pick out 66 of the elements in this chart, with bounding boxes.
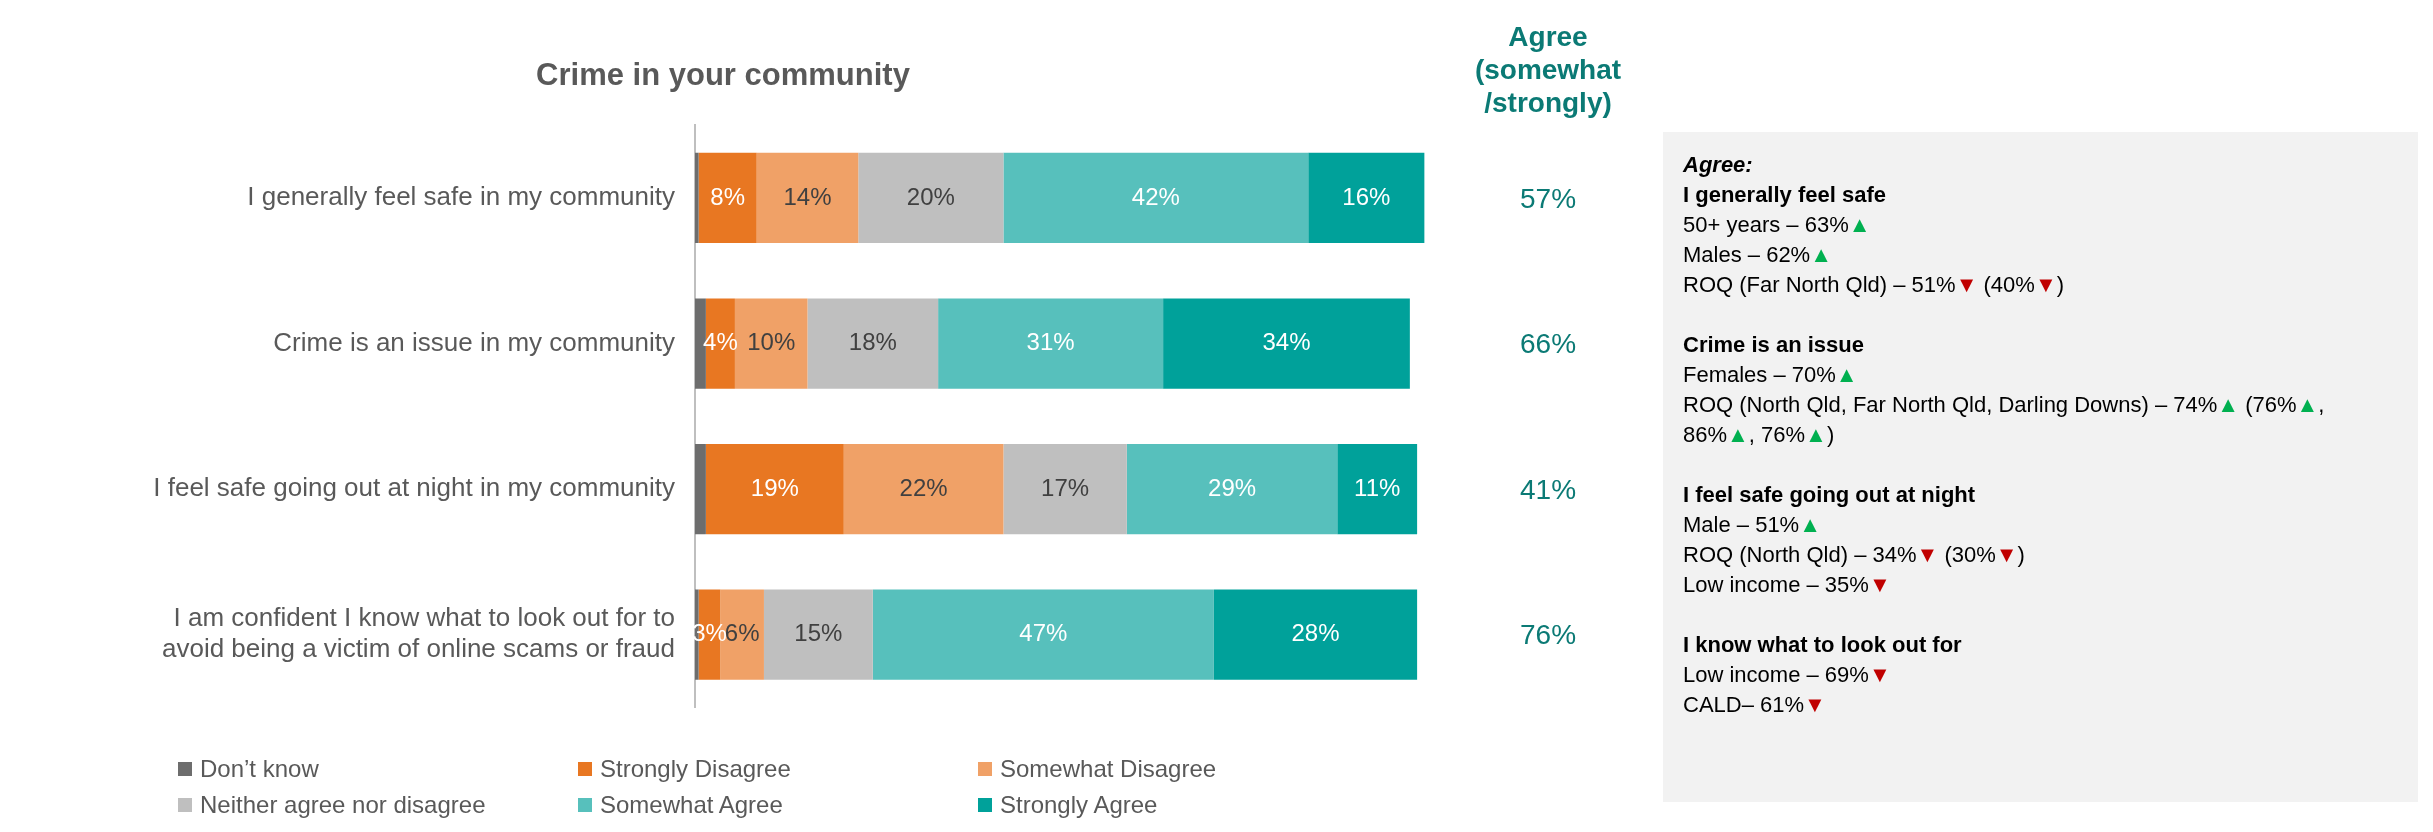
data-label: 14%: [783, 182, 832, 210]
text: 66%: [1519, 328, 1577, 360]
bar: [1003, 443, 1127, 535]
data-label: 11%: [1354, 473, 1401, 501]
bar: [698, 152, 757, 244]
data-label: 16%: [1342, 182, 1391, 210]
data-label: 28%: [1291, 619, 1340, 647]
y-tick-label: I am confident I know what to look out for to avoid being a victim of online scams or fraud: [161, 602, 675, 664]
data-label: 29%: [1208, 473, 1257, 501]
bar: [1126, 443, 1338, 535]
bar: [872, 589, 1214, 680]
text: Crime is an issue: [1683, 331, 1865, 359]
text: 41%: [1519, 473, 1577, 505]
legend-label: Somewhat Disagree: [1000, 755, 1217, 783]
text: ROQ (North Qld) – 34%▼ (30%▼): [1683, 542, 2025, 567]
data-label: 34%: [1262, 328, 1311, 356]
bar: [858, 152, 1004, 244]
data-label: 42%: [1131, 182, 1180, 210]
data-label: 8%: [710, 182, 745, 210]
y-tick-label: I generally feel safe in my community: [247, 181, 675, 212]
text: CALD– 61%▼: [1683, 692, 1826, 717]
data-label: 17%: [1041, 473, 1090, 501]
text: I feel safe going out at night: [1683, 481, 1977, 509]
text: Low income – 35%▼: [1683, 572, 1891, 597]
text: ROQ (North Qld, Far North Qld, Darling Downs) – 74%▲ (76%▲, 86%▲, 76%▲): [1683, 392, 2325, 447]
legend-label: Strongly Disagree: [600, 755, 791, 783]
bar: [1308, 152, 1425, 244]
y-tick-label: I feel safe going out at night in my community: [153, 472, 675, 503]
bar: [763, 589, 873, 680]
bar: [843, 443, 1004, 535]
text: I generally feel safe: [1683, 181, 1887, 209]
data-label: 19%: [750, 473, 799, 501]
bar: [938, 298, 1164, 389]
data-label: 18%: [848, 328, 897, 356]
bar: [1003, 152, 1309, 244]
text: Agree:: [1683, 151, 1754, 179]
legend-label: Strongly Agree: [1000, 791, 1158, 819]
text: Females – 70%▲: [1683, 362, 1858, 387]
data-label: 22%: [899, 473, 948, 501]
bar: [695, 443, 706, 535]
text: Male – 51%▲: [1683, 512, 1821, 537]
bar: [695, 152, 699, 244]
text: Males – 62%▲: [1683, 242, 1832, 267]
legend-label: Neither agree nor disagree: [200, 791, 486, 819]
text: Agree (somewhat /strongly): [1474, 20, 1622, 118]
legend-label: Somewhat Agree: [600, 791, 783, 819]
y-tick-label: Crime is an issue in my community: [273, 326, 675, 357]
legend-label: Don’t know: [200, 755, 319, 783]
text: 76%: [1519, 619, 1577, 651]
text: ROQ (Far North Qld) – 51%▼ (40%▼): [1683, 272, 2065, 297]
bar: [756, 152, 859, 244]
text: Low income – 69%▼: [1683, 662, 1891, 687]
data-label: 20%: [906, 182, 955, 210]
data-label: 31%: [1026, 328, 1075, 356]
data-label: 47%: [1019, 619, 1068, 647]
bar: [1163, 298, 1410, 389]
text: 57%: [1519, 182, 1577, 214]
bar: [1213, 589, 1418, 680]
bar: [1337, 443, 1418, 535]
bar: [807, 298, 939, 389]
data-label: 10%: [747, 328, 796, 356]
text: I know what to look out for: [1683, 631, 1963, 659]
text: 50+ years – 63%▲: [1683, 212, 1871, 237]
bar: [705, 443, 844, 535]
chart-title: Crime in your community: [536, 57, 911, 93]
data-label: 15%: [794, 619, 843, 647]
